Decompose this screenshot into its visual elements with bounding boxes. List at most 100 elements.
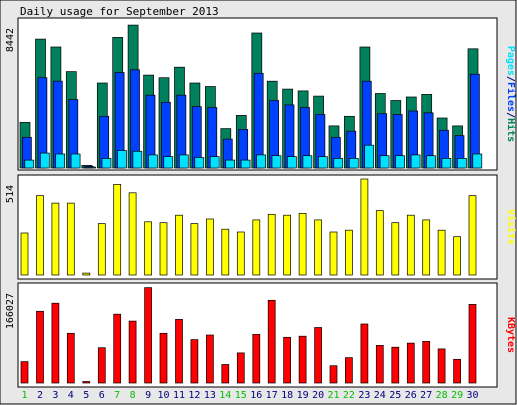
- bar-visits-day-27: [422, 219, 431, 276]
- bar-visits-day-7: [113, 184, 122, 276]
- visits-legend-item: Visits: [505, 209, 517, 245]
- bar-visits-day-4: [66, 202, 75, 276]
- day-label-22: 22: [343, 390, 355, 401]
- bar-kbytes-day-30: [468, 304, 477, 384]
- day-label-10: 10: [157, 390, 169, 401]
- bar-visits-day-10: [159, 222, 168, 276]
- bar-pages-day-11: [178, 154, 189, 169]
- day-label-29: 29: [451, 390, 463, 401]
- bar-pages-day-26: [410, 154, 421, 169]
- bar-kbytes-day-23: [360, 323, 369, 384]
- kbytes-ymax-label: 166027: [5, 293, 16, 329]
- bar-visits-day-19: [298, 213, 307, 276]
- hits-files-pages-legend: Pages/Files/Hits: [505, 46, 517, 142]
- bar-pages-day-12: [194, 157, 205, 169]
- bar-visits-day-11: [175, 214, 183, 276]
- bar-kbytes-day-10: [159, 332, 168, 384]
- bar-visits-day-29: [453, 236, 461, 276]
- day-label-19: 19: [297, 390, 309, 401]
- bar-kbytes-day-3: [51, 302, 60, 384]
- day-label-7: 7: [114, 390, 120, 401]
- bar-pages-day-25: [395, 155, 405, 169]
- bar-visits-day-30: [468, 195, 477, 276]
- day-label-8: 8: [130, 390, 136, 401]
- day-label-9: 9: [145, 390, 151, 401]
- day-label-24: 24: [374, 390, 386, 401]
- day-label-23: 23: [358, 390, 370, 401]
- bar-pages-day-19: [302, 155, 313, 169]
- day-label-17: 17: [266, 390, 278, 401]
- bar-pages-day-1: [24, 159, 35, 169]
- bar-pages-day-29: [457, 158, 467, 169]
- bar-visits-day-1: [20, 232, 29, 276]
- day-label-11: 11: [173, 390, 185, 401]
- bar-visits-day-28: [437, 229, 446, 276]
- bar-visits-day-21: [329, 231, 338, 276]
- day-label-6: 6: [99, 390, 105, 401]
- bar-visits-day-5: [82, 272, 91, 276]
- bar-kbytes-day-20: [314, 327, 322, 384]
- bar-kbytes-day-24: [375, 345, 384, 384]
- day-label-16: 16: [250, 390, 262, 401]
- bar-pages-day-23: [364, 144, 375, 169]
- hits-files-pages-legend-item: Files: [505, 82, 517, 112]
- hits-files-pages-legend-item: Pages: [505, 46, 516, 76]
- bar-pages-day-21: [333, 158, 344, 169]
- kbytes-legend-item: KBytes: [505, 317, 516, 353]
- bar-kbytes-day-6: [97, 347, 106, 384]
- bar-kbytes-day-4: [66, 332, 75, 384]
- day-label-25: 25: [389, 390, 401, 401]
- bar-kbytes-day-9: [144, 287, 152, 384]
- bar-pages-day-4: [70, 153, 81, 169]
- bar-pages-day-28: [441, 158, 452, 169]
- bar-kbytes-day-18: [283, 336, 291, 384]
- day-label-4: 4: [68, 390, 74, 401]
- day-label-26: 26: [405, 390, 417, 401]
- day-label-3: 3: [52, 390, 58, 401]
- bar-pages-day-5: [86, 166, 96, 169]
- bar-visits-day-15: [236, 231, 245, 276]
- bar-visits-day-26: [406, 214, 415, 276]
- bar-pages-day-8: [132, 150, 143, 169]
- bar-kbytes-day-15: [236, 352, 245, 384]
- bar-pages-day-6: [101, 158, 112, 169]
- bar-kbytes-day-21: [329, 365, 338, 384]
- day-labels: 1 2 3 4 5 6 7 8 9 10 11 12 13 14 15 16 17 18 19 20 21 22 23 24 2…: [21, 390, 478, 401]
- bar-kbytes-day-28: [437, 348, 446, 384]
- bar-pages-day-7: [117, 150, 127, 169]
- bar-kbytes-day-2: [36, 310, 44, 384]
- bar-pages-day-22: [348, 158, 359, 169]
- bar-visits-day-6: [97, 223, 106, 276]
- bar-pages-day-30: [472, 153, 483, 169]
- hits-files-pages-legend-item: /: [505, 112, 516, 118]
- bar-visits-day-18: [283, 214, 291, 276]
- bar-kbytes-day-1: [20, 361, 29, 384]
- visits-ymax-label: 514: [5, 185, 16, 203]
- bar-kbytes-day-16: [252, 334, 261, 384]
- bar-pages-day-14: [225, 159, 236, 169]
- bar-visits-day-22: [345, 229, 353, 276]
- bar-kbytes-day-14: [221, 364, 230, 384]
- day-label-5: 5: [83, 390, 89, 401]
- visits-legend: Visits: [505, 209, 517, 245]
- bar-kbytes-day-29: [453, 358, 461, 384]
- bar-visits-day-2: [36, 195, 44, 276]
- day-label-21: 21: [327, 390, 339, 401]
- day-label-1: 1: [21, 390, 27, 401]
- bar-visits-day-12: [190, 223, 199, 276]
- bar-kbytes-day-26: [406, 342, 415, 384]
- bar-kbytes-day-25: [391, 346, 400, 384]
- bar-visits-day-25: [391, 222, 400, 276]
- day-label-27: 27: [420, 390, 432, 401]
- bar-kbytes-day-13: [206, 334, 214, 384]
- bar-pages-day-16: [256, 154, 266, 169]
- day-label-2: 2: [37, 390, 43, 401]
- bar-pages-day-2: [39, 152, 50, 169]
- bar-pages-day-9: [148, 154, 158, 169]
- bar-pages-day-27: [426, 155, 436, 169]
- bar-kbytes-day-8: [128, 320, 137, 384]
- hits-files-pages-legend-item: Hits: [505, 118, 517, 142]
- bar-visits-day-13: [206, 218, 214, 276]
- bar-pages-day-3: [55, 153, 66, 169]
